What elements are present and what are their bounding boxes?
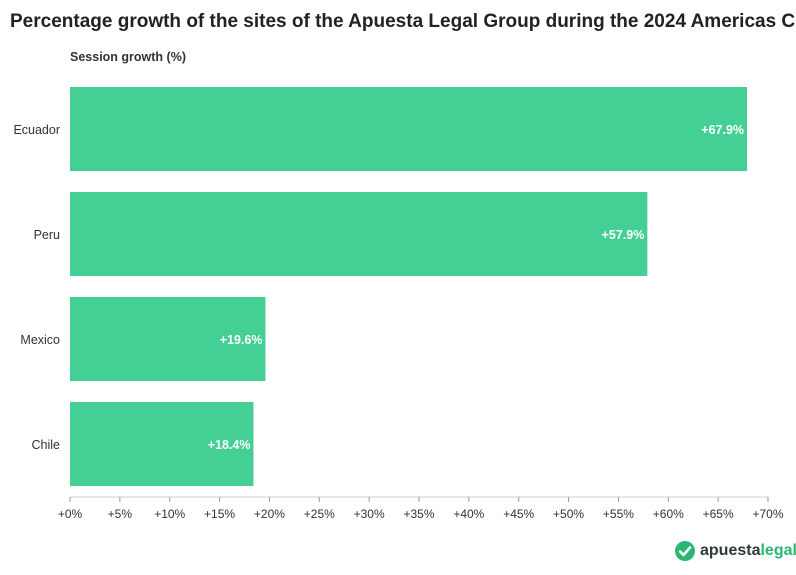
category-label-mexico: Mexico	[20, 333, 60, 347]
bar-mexico	[70, 297, 266, 381]
data-label-ecuador: +67.9%	[701, 123, 744, 137]
x-tick-label: +15%	[204, 507, 235, 521]
chart-title: Percentage growth of the sites of the Ap…	[10, 11, 796, 32]
x-tick-label: +65%	[703, 507, 734, 521]
x-tick-label: +70%	[752, 507, 783, 521]
bar-ecuador	[70, 87, 748, 171]
logo-text-legal: legal	[760, 542, 796, 559]
bar-peru	[70, 192, 648, 276]
logo-text-apuesta: apuesta	[700, 542, 761, 559]
x-tick-label: +40%	[453, 507, 484, 521]
x-tick-label: +10%	[154, 507, 185, 521]
brand-logo: apuestalegal	[674, 539, 796, 563]
category-label-ecuador: Ecuador	[13, 123, 60, 137]
x-tick-label: +35%	[403, 507, 434, 521]
x-tick-label: +50%	[553, 507, 584, 521]
x-tick-label: +25%	[304, 507, 335, 521]
y-axis-label: Session growth (%)	[70, 50, 186, 64]
x-tick-label: +5%	[108, 507, 133, 521]
category-label-chile: Chile	[32, 438, 61, 452]
category-label-peru: Peru	[34, 228, 60, 242]
data-label-mexico: +19.6%	[220, 333, 263, 347]
x-tick-label: +0%	[58, 507, 83, 521]
x-tick-label: +55%	[603, 507, 634, 521]
x-tick-label: +45%	[503, 507, 534, 521]
data-label-chile: +18.4%	[208, 438, 251, 452]
checkmark-icon	[675, 541, 695, 561]
x-tick-label: +30%	[354, 507, 385, 521]
bar-chile	[70, 402, 254, 486]
x-tick-label: +20%	[254, 507, 285, 521]
x-tick-label: +60%	[653, 507, 684, 521]
data-label-peru: +57.9%	[602, 228, 645, 242]
